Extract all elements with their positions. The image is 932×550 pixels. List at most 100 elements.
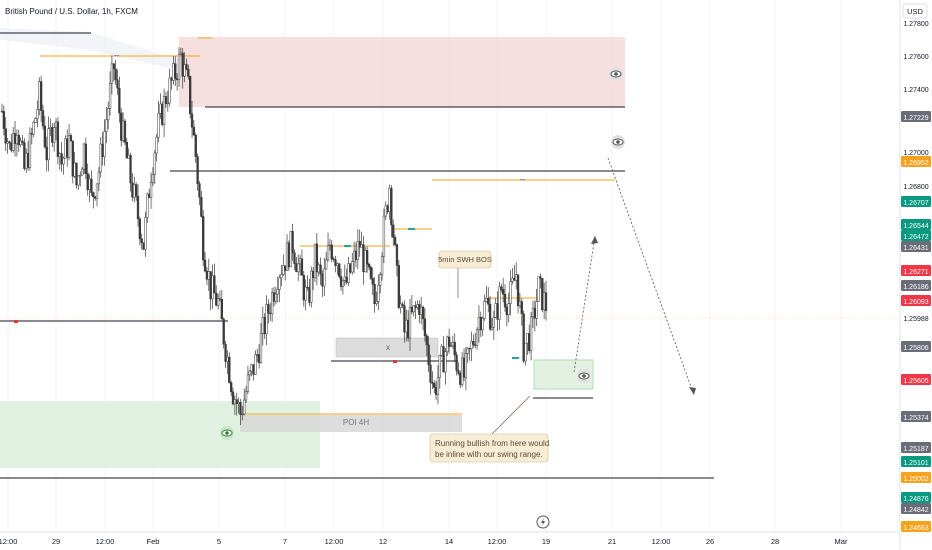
candle-body xyxy=(23,142,26,169)
candle-body xyxy=(136,196,140,220)
candle-body xyxy=(142,242,145,250)
candle-body xyxy=(479,316,482,331)
candle-body xyxy=(442,346,445,373)
note-callout[interactable]: Running bullish from here would be inlin… xyxy=(429,395,549,463)
candle-body xyxy=(462,357,466,378)
candle-body xyxy=(367,263,371,268)
candle-body xyxy=(43,125,46,148)
marker-dash xyxy=(114,55,119,57)
eye-icon[interactable] xyxy=(577,369,591,383)
time-label: 12:00 xyxy=(488,537,507,546)
candle-body xyxy=(151,174,155,183)
time-label: 7 xyxy=(283,537,287,546)
candle-body xyxy=(110,63,114,84)
candle-body xyxy=(10,142,13,151)
candle-body xyxy=(475,329,479,346)
candle-body xyxy=(509,281,512,304)
candle-body xyxy=(114,68,117,81)
candle-body xyxy=(282,265,285,275)
eye-icon[interactable] xyxy=(609,67,623,81)
candle-body xyxy=(379,274,382,286)
projection-up-arrow[interactable] xyxy=(573,235,598,373)
price-label-text: 1.25374 xyxy=(903,415,928,422)
candle-body xyxy=(49,127,52,129)
candle-body xyxy=(518,301,522,306)
candle-body xyxy=(410,307,414,313)
candle-body xyxy=(177,53,181,81)
price-label: 1.27229 xyxy=(901,111,931,122)
candle-body xyxy=(498,286,501,320)
candle-body xyxy=(366,250,369,265)
candle-body xyxy=(289,231,292,268)
price-label-text: 1.25605 xyxy=(903,378,928,385)
poi-zone[interactable] xyxy=(240,415,462,432)
candle-body xyxy=(218,298,222,300)
x-zone[interactable] xyxy=(335,337,439,358)
candle-body xyxy=(269,312,272,315)
demand-zone[interactable] xyxy=(0,401,320,468)
candle-body xyxy=(457,370,460,374)
marker-dash xyxy=(520,179,525,181)
candle-body xyxy=(270,292,274,314)
candle-body xyxy=(246,374,250,392)
candle-body xyxy=(345,276,348,283)
candle-body xyxy=(373,284,376,305)
candle-body xyxy=(21,140,24,143)
price-label: 1.26707 xyxy=(901,196,931,207)
candle-body xyxy=(323,268,326,287)
candle-body xyxy=(377,285,380,302)
candle-body xyxy=(228,356,231,383)
candle-body xyxy=(477,316,481,331)
price-label-text: 1.26271 xyxy=(903,269,928,276)
price-label-text: 1.27229 xyxy=(903,115,928,122)
candle-body xyxy=(287,242,291,268)
candle-body xyxy=(207,271,210,280)
candle-body xyxy=(95,183,99,199)
price-label-text: 1.24663 xyxy=(903,525,928,532)
candle-body xyxy=(358,240,361,248)
candle-body xyxy=(56,121,60,157)
note-line-1: Running bullish from here would xyxy=(435,439,549,448)
candle-body xyxy=(297,263,300,273)
time-label: 12:00 xyxy=(0,537,17,546)
supply-zone[interactable] xyxy=(179,37,625,107)
x-label: x xyxy=(386,343,390,352)
price-label: 1.25002 xyxy=(901,472,931,483)
price-label-text: 1.27400 xyxy=(903,87,928,94)
lightning-icon[interactable] xyxy=(536,515,550,529)
currency-button[interactable]: USD xyxy=(902,3,928,19)
eye-icon[interactable] xyxy=(611,135,625,149)
candle-body xyxy=(351,261,354,273)
candle-body xyxy=(129,154,132,184)
candle-body xyxy=(267,304,270,314)
candle-body xyxy=(487,297,490,305)
candle-body xyxy=(272,292,276,302)
candle-body xyxy=(464,353,468,378)
candle-body xyxy=(302,275,305,301)
eye-icon[interactable] xyxy=(220,426,234,440)
candle-body xyxy=(524,342,527,362)
candle-body xyxy=(25,152,28,169)
candle-body xyxy=(71,140,74,177)
candle-body xyxy=(390,187,393,226)
candle-body xyxy=(447,336,451,347)
candle-body xyxy=(233,399,237,405)
candle-body xyxy=(134,184,138,197)
bos-callout[interactable]: 5min SWH BOS xyxy=(438,250,492,298)
price-label-text: 1.27600 xyxy=(903,54,928,61)
candle-body xyxy=(265,304,268,335)
candle-body xyxy=(190,113,194,128)
candle-body xyxy=(325,259,328,270)
candle-body xyxy=(330,244,333,260)
candle-body xyxy=(235,399,238,404)
candle-body xyxy=(181,52,184,77)
chart-title: British Pound / U.S. Dollar, 1h, FXCM xyxy=(5,7,138,16)
candle-body xyxy=(256,354,259,356)
candle-body xyxy=(162,96,166,125)
candle-body xyxy=(64,138,67,159)
candle-body xyxy=(252,364,255,375)
candle-body xyxy=(326,245,330,261)
candle-body xyxy=(45,146,48,161)
projection-down-arrow[interactable] xyxy=(607,157,696,396)
